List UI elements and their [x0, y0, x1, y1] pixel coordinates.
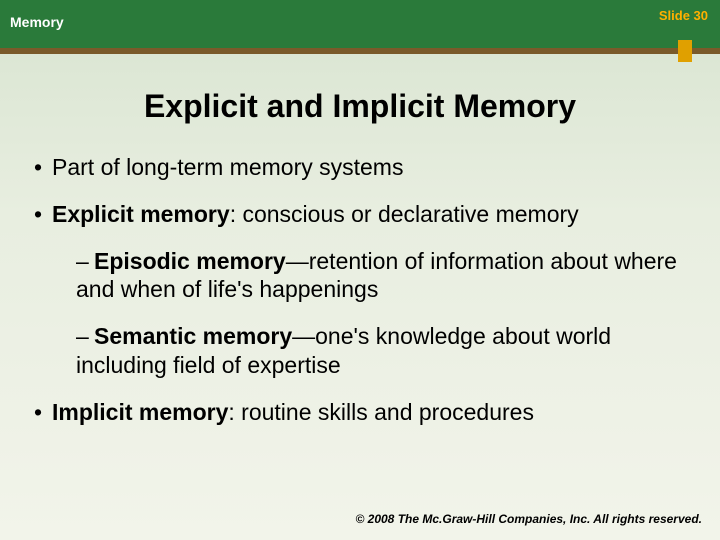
bullet-2b: –Semantic memory—one's knowledge about w… — [76, 322, 686, 380]
bullet-2a-term: Episodic memory — [94, 248, 286, 274]
bullet-1-text: Part of long-term memory systems — [52, 154, 403, 180]
slide: Memory Slide 30 Explicit and Implicit Me… — [0, 0, 720, 540]
bullet-dot-icon: • — [34, 200, 52, 229]
slide-title: Explicit and Implicit Memory — [0, 88, 720, 125]
slide-content: •Part of long-term memory systems •Expli… — [0, 153, 720, 426]
bullet-2-rest: : conscious or declarative memory — [230, 201, 579, 227]
dash-icon: – — [76, 247, 94, 276]
bullet-2a: –Episodic memory—retention of informatio… — [76, 247, 686, 305]
bullet-3: •Implicit memory: routine skills and pro… — [34, 398, 686, 427]
bullet-2: •Explicit memory: conscious or declarati… — [34, 200, 686, 229]
bullet-3-rest: : routine skills and procedures — [228, 399, 534, 425]
bullet-dot-icon: • — [34, 398, 52, 427]
header-topic: Memory — [10, 14, 64, 30]
header-tick — [678, 40, 692, 62]
bullet-1: •Part of long-term memory systems — [34, 153, 686, 182]
bullet-2-term: Explicit memory — [52, 201, 230, 227]
dash-icon: – — [76, 322, 94, 351]
bullet-2b-term: Semantic memory — [94, 323, 292, 349]
copyright-footer: © 2008 The Mc.Graw-Hill Companies, Inc. … — [355, 512, 702, 526]
header-rule — [0, 48, 720, 54]
slide-number: Slide 30 — [659, 8, 708, 23]
header-bar: Memory Slide 30 — [0, 0, 720, 48]
bullet-3-term: Implicit memory — [52, 399, 228, 425]
bullet-dot-icon: • — [34, 153, 52, 182]
